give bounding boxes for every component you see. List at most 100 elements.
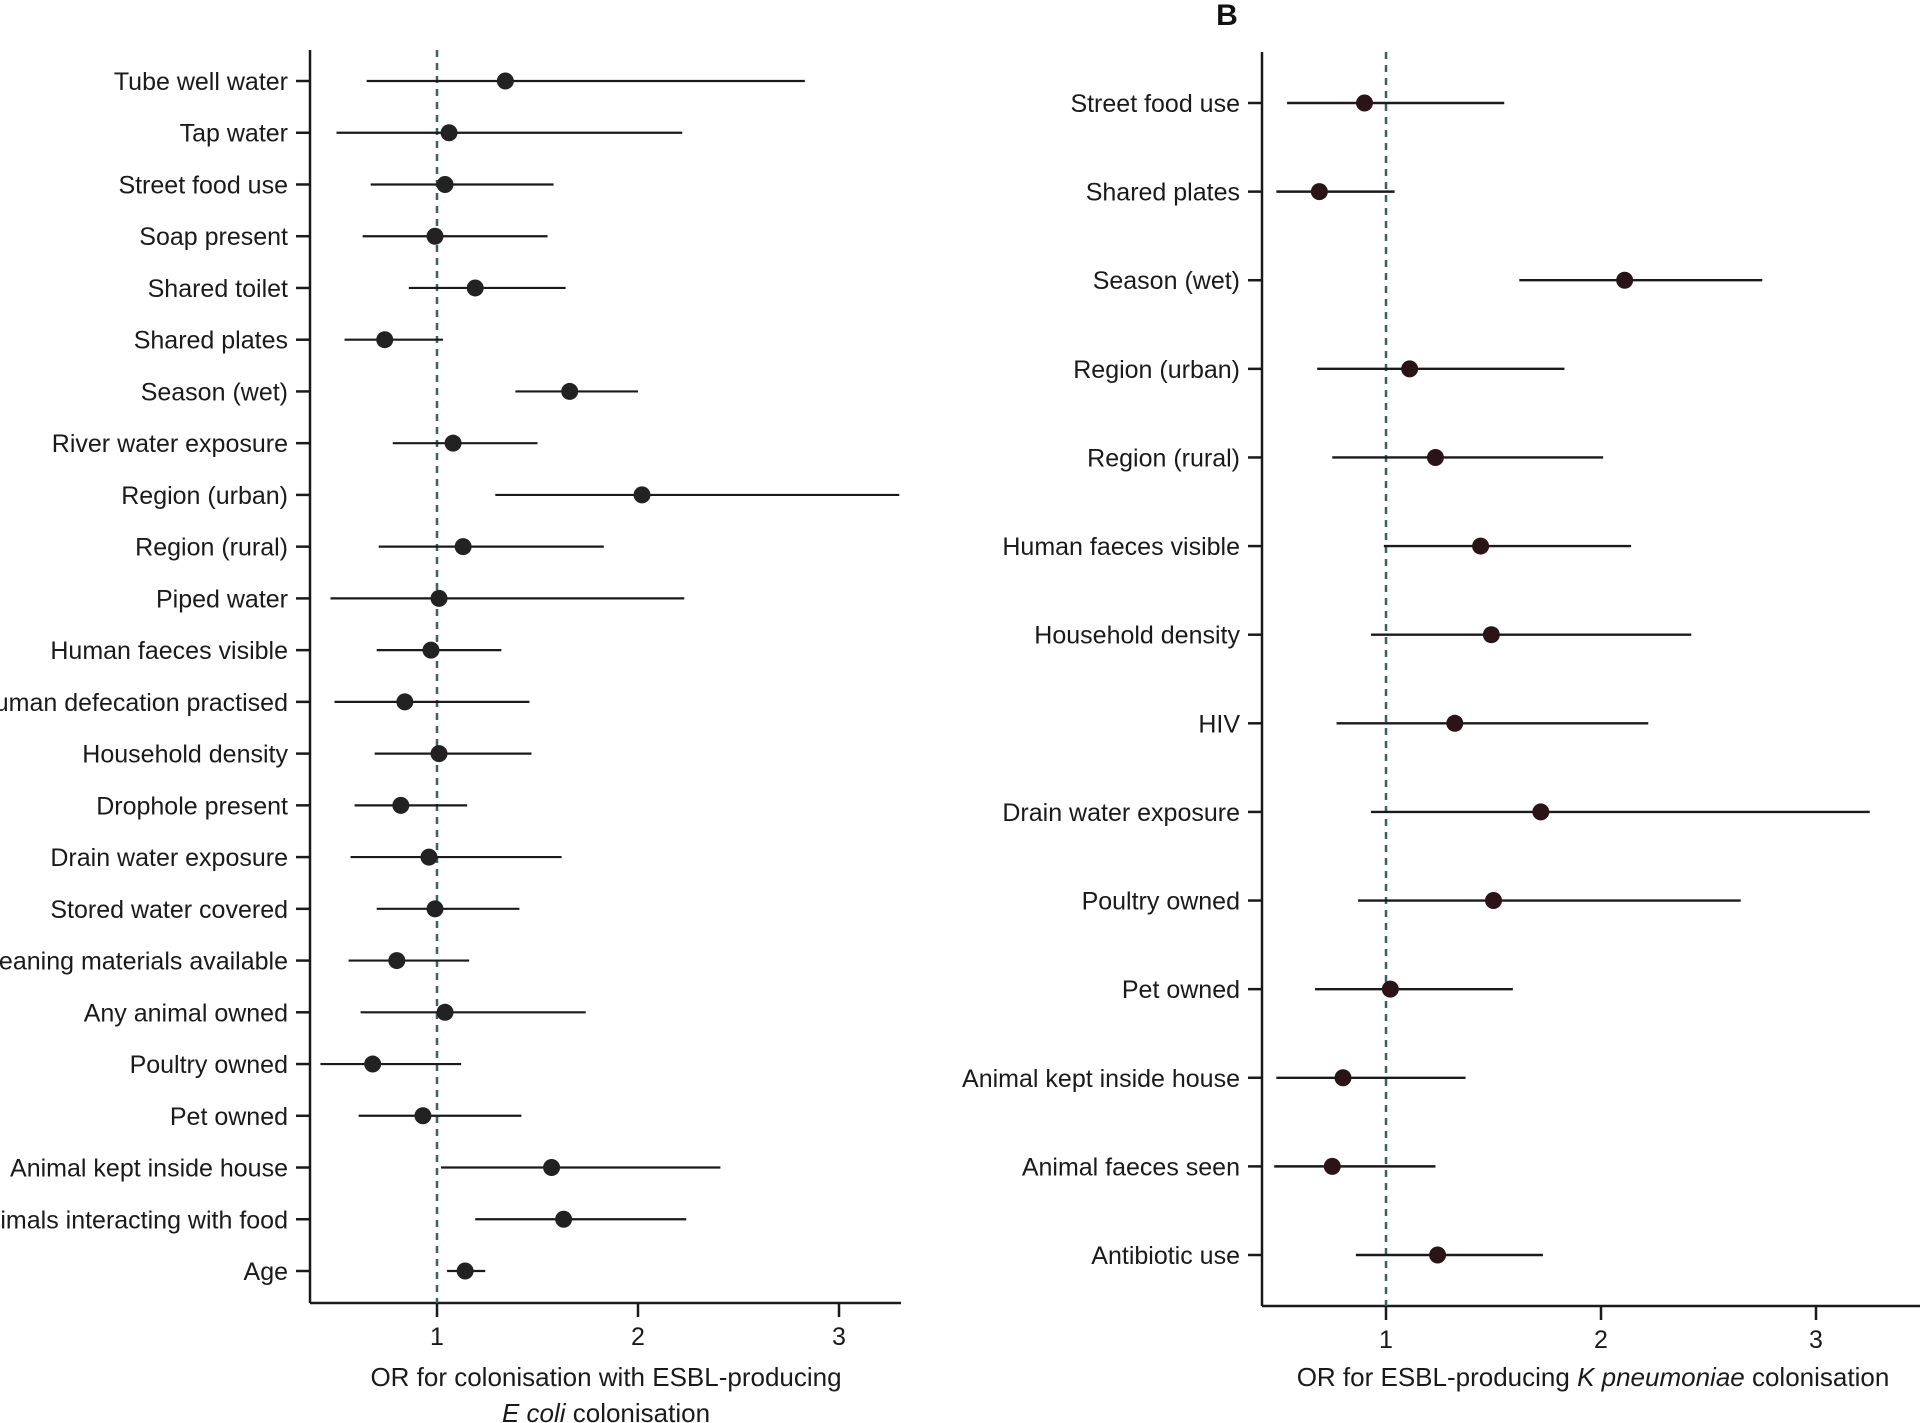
point-estimate: [1426, 448, 1444, 466]
panel-a-row: Any animal owned: [84, 999, 586, 1027]
row-label: Age: [244, 1258, 288, 1286]
panel-a-x-axis-title-rest: colonisation: [566, 1398, 711, 1423]
point-estimate: [364, 1055, 382, 1073]
row-label: Shared toilet: [148, 275, 288, 303]
row-label: Cleaning materials available: [0, 948, 288, 976]
panel-a-row: Pet owned: [170, 1103, 522, 1131]
panel-b-x-tick-label-2: 2: [1594, 1326, 1608, 1354]
panel-b-row: Season (wet): [1093, 267, 1763, 295]
panel-a-row: Household density: [82, 741, 532, 769]
panel-a-row: Stored water covered: [50, 896, 520, 924]
row-label: Pet owned: [1122, 976, 1240, 1004]
panel-a-x-tick-label-2: 2: [631, 1323, 645, 1351]
point-estimate: [396, 693, 414, 711]
row-label: Soap present: [139, 223, 288, 251]
point-estimate: [440, 124, 458, 142]
panel-a-row: Region (urban): [121, 482, 900, 510]
panel-b-row: Drain water exposure: [1002, 799, 1870, 827]
point-estimate: [1401, 360, 1419, 378]
row-label: Piped water: [156, 585, 288, 613]
panel-a-row: Soap present: [139, 223, 548, 251]
panel-a-rows: Tube well water Tap water Street food use S…: [0, 68, 900, 1286]
row-label: Season (wet): [1093, 267, 1240, 295]
point-estimate: [1429, 1246, 1447, 1264]
point-estimate: [1381, 980, 1399, 998]
panel-a-x-ticks: 1 2 3: [430, 1303, 846, 1351]
row-label: Drain water exposure: [50, 844, 288, 872]
row-label: Animal faeces seen: [1022, 1153, 1240, 1181]
panel-a-row: Human faeces visible: [50, 637, 502, 665]
row-label: Stored water covered: [50, 896, 288, 924]
point-estimate: [422, 641, 440, 659]
panel-b-row: Region (rural): [1087, 444, 1604, 472]
point-estimate: [466, 279, 484, 297]
row-label: Street food use: [118, 171, 288, 199]
row-label: Household density: [82, 741, 288, 769]
panel-a-x-tick-label-3: 3: [832, 1323, 846, 1351]
row-label: Animal kept inside house: [10, 1155, 288, 1183]
panel-b-x-tick-label-1: 1: [1379, 1326, 1393, 1354]
point-estimate: [454, 538, 472, 556]
row-label: River water exposure: [52, 430, 288, 458]
row-label: Shared plates: [134, 327, 288, 355]
row-label: Season (wet): [141, 378, 288, 406]
row-label: Open human defecation practised: [0, 689, 288, 717]
point-estimate: [1323, 1157, 1341, 1175]
panel-a-x-axis-title-line2: E coli colonisation: [502, 1398, 710, 1423]
point-estimate: [456, 1262, 474, 1280]
point-estimate: [392, 796, 410, 814]
panel-a-x-axis-title-italic: E coli: [502, 1398, 567, 1423]
point-estimate: [388, 952, 406, 970]
panel-b-row: Region (urban): [1073, 356, 1565, 384]
row-label: Street food use: [1070, 90, 1240, 118]
panel-b-x-tick-label-3: 3: [1809, 1326, 1823, 1354]
point-estimate: [561, 382, 579, 400]
panel-b-x-axis-title-post: colonisation: [1745, 1362, 1890, 1392]
panel-b-row: Shared plates: [1086, 179, 1395, 207]
row-label: HIV: [1198, 710, 1240, 738]
point-estimate: [496, 72, 514, 90]
point-estimate: [436, 1003, 454, 1021]
point-estimate: [1356, 94, 1373, 112]
panel-a-row: Region (rural): [135, 534, 604, 562]
point-estimate: [1334, 1069, 1352, 1087]
panel-b-row: Household density: [1034, 622, 1692, 650]
panel-a-row: Poultry owned: [130, 1051, 462, 1079]
point-estimate: [426, 227, 444, 245]
point-estimate: [436, 175, 454, 193]
point-estimate: [1472, 537, 1490, 555]
panel-b-x-axis-title-pre: OR for ESBL-producing: [1297, 1362, 1577, 1392]
point-estimate: [543, 1159, 561, 1177]
panel-a-row: Cleaning materials available: [0, 948, 470, 976]
panel-b-x-ticks: 1 2 3: [1379, 1306, 1823, 1354]
point-estimate: [1485, 892, 1502, 910]
row-label: Tap water: [180, 120, 288, 148]
point-estimate: [426, 900, 444, 918]
panel-a-row: Age: [244, 1258, 486, 1286]
panel-b-row: Poultry owned: [1082, 888, 1741, 916]
panel-a-x-axis-title-line1: OR for colonisation with ESBL-producing: [370, 1362, 841, 1392]
panel-b-row: HIV: [1198, 710, 1649, 738]
point-estimate: [1532, 803, 1550, 821]
panel-b-row: Antibiotic use: [1091, 1242, 1543, 1270]
panel-a-row: Shared plates: [134, 327, 444, 355]
point-estimate: [633, 486, 651, 504]
point-estimate: [555, 1210, 573, 1228]
panel-a-row: Animal kept inside house: [10, 1155, 721, 1183]
panel-b-rows: Street food use Shared plates Season (wet)…: [962, 90, 1870, 1270]
row-label: Region (urban): [1073, 356, 1240, 384]
panel-b-row: Animal kept inside house: [962, 1065, 1466, 1093]
row-label: Household density: [1034, 622, 1240, 650]
row-label: Region (rural): [135, 534, 288, 562]
row-label: Shared plates: [1086, 179, 1240, 207]
panel-b-row: Human faeces visible: [1002, 533, 1632, 561]
point-estimate: [1616, 271, 1634, 289]
panel-a-row: River water exposure: [52, 430, 538, 458]
panel-a-row: Shared toilet: [148, 275, 566, 303]
point-estimate: [1482, 626, 1500, 644]
panel-b-label: B: [1216, 0, 1238, 32]
row-label: Pet owned: [170, 1103, 288, 1131]
panel-a-row: Tube well water: [114, 68, 805, 96]
panel-a-row: Drophole present: [96, 792, 468, 820]
